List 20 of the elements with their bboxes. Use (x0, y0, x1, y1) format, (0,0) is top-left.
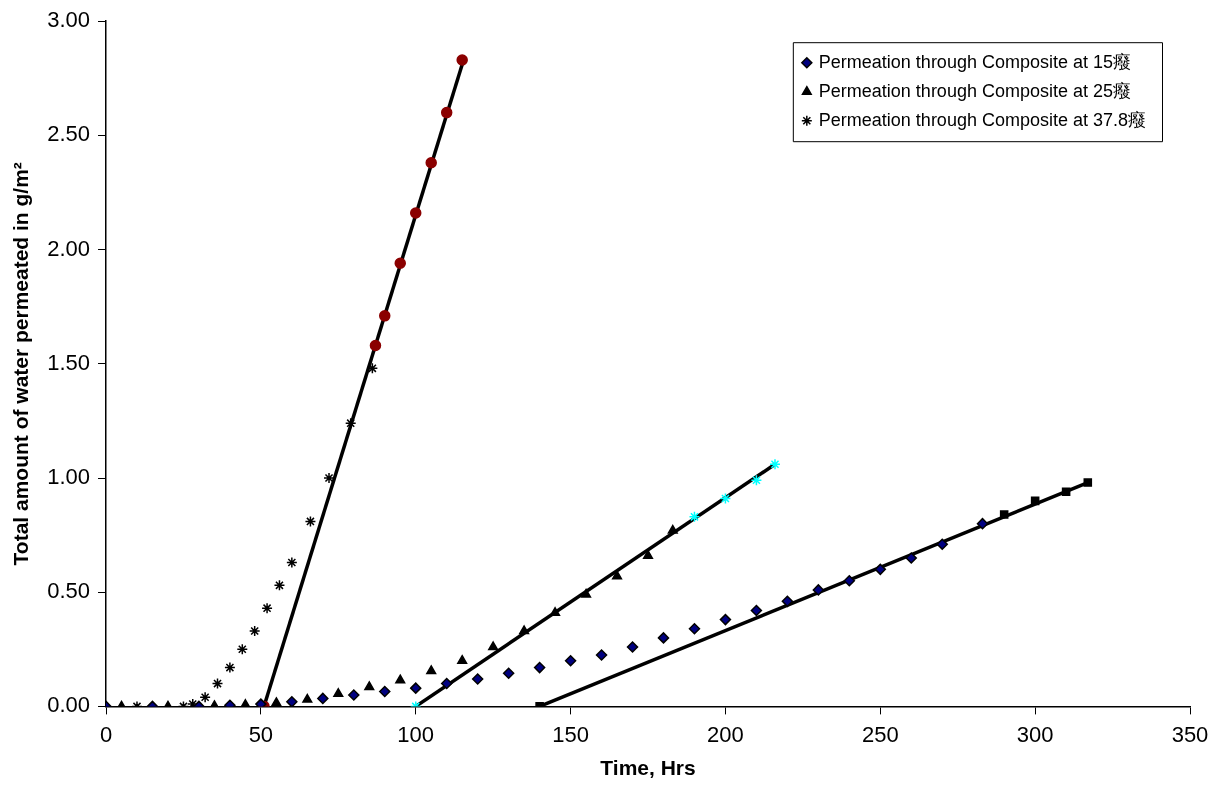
y-tick-label: 3.00 (47, 7, 91, 33)
x-tick-label: 150 (552, 721, 589, 747)
x-tick-label: 0 (99, 721, 113, 747)
x-tick-label: 100 (397, 721, 435, 747)
x-tick-label: 50 (248, 721, 274, 747)
x-tick-label: 350 (1171, 721, 1209, 747)
y-tick-label: 0.00 (47, 692, 91, 718)
x-tick-label: 200 (707, 721, 744, 747)
y-tick-label: 0.50 (47, 578, 91, 604)
y-tick-label: 1.00 (47, 464, 91, 490)
legend-label: Permeation through Composite at 37.8癈 (818, 109, 1147, 130)
legend-label: Permeation through Composite at 15癈 (818, 51, 1131, 72)
x-tick-label: 250 (861, 721, 899, 747)
y-tick-label: 1.50 (47, 349, 91, 375)
x-tick-label: 300 (1016, 721, 1054, 747)
x-axis-title: Time, Hrs (600, 756, 696, 780)
y-tick-label: 2.00 (47, 235, 91, 261)
y-tick-label: 2.50 (47, 121, 91, 147)
legend-label: Permeation through Composite at 25癈 (818, 80, 1131, 101)
y-axis-title: Total amount of water permeated in g/m² (9, 162, 33, 566)
